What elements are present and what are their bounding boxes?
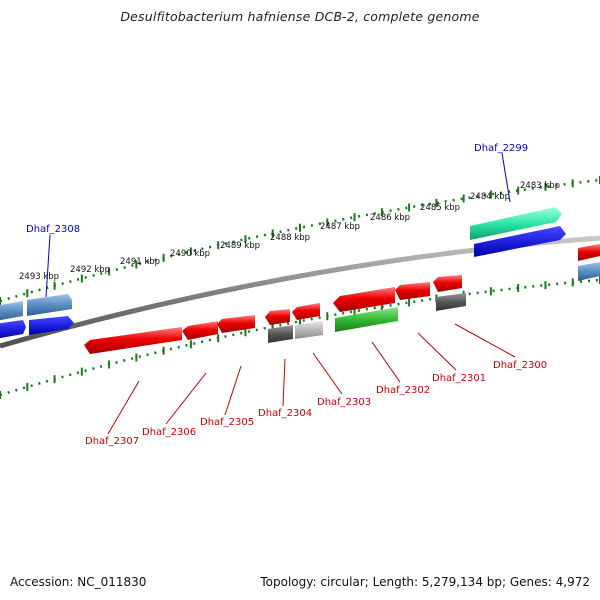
kbp-label: 2485 kbp — [420, 203, 460, 213]
gene-label-dhaf-2299[interactable]: Dhaf_2299 — [474, 143, 528, 154]
gene-label-dhaf-2308[interactable]: Dhaf_2308 — [26, 224, 80, 235]
kbp-label: 2487 kbp — [320, 222, 360, 232]
gene-label-dhaf-2306[interactable]: Dhaf_2306 — [142, 427, 196, 438]
major-ticks — [0, 176, 600, 399]
forward-strand-arrow[interactable] — [0, 320, 26, 339]
kbp-label: 2484 kbp — [470, 192, 510, 202]
gene-arrow-dhaf-2302[interactable] — [333, 287, 395, 312]
forward-cds-block[interactable] — [0, 301, 23, 321]
reverse-leader-lines — [107, 323, 516, 435]
kbp-label: 2486 kbp — [370, 213, 410, 223]
forward-cds-block[interactable] — [27, 294, 72, 316]
gene-arrow-dhaf-2301[interactable] — [395, 282, 430, 300]
forward-strand-arrow[interactable] — [474, 226, 566, 257]
forward-strand-arrow[interactable] — [29, 316, 74, 335]
kbp-label: 2483 kbp — [520, 181, 560, 191]
forward-cds-block[interactable] — [578, 244, 600, 261]
gene-label-dhaf-2302[interactable]: Dhaf_2302 — [376, 385, 430, 396]
gene-block-dhaf-2300[interactable] — [436, 293, 466, 311]
gene-arrow-dhaf-2307[interactable] — [84, 327, 182, 354]
gene-label-dhaf-2304[interactable]: Dhaf_2304 — [258, 408, 312, 419]
kbp-label: 2488 kbp — [270, 233, 310, 243]
gene-block-dhaf-2304[interactable] — [268, 325, 293, 343]
gene-label-dhaf-2303[interactable]: Dhaf_2303 — [317, 397, 371, 408]
kbp-label: 2491 kbp — [120, 257, 160, 267]
forward-cds-block[interactable] — [578, 262, 600, 281]
gene-block-dhaf-2303[interactable] — [295, 321, 323, 339]
gene-arrow-dhaf-2304[interactable] — [265, 309, 290, 325]
kbp-label: 2493 kbp — [19, 272, 59, 282]
gene-arrow-dhaf-2300[interactable] — [433, 275, 462, 292]
gene-label-dhaf-2301[interactable]: Dhaf_2301 — [432, 373, 486, 384]
reverse-gene-labels: Dhaf_2307 Dhaf_2306 Dhaf_2305 Dhaf_2304 … — [85, 360, 547, 447]
gene-label-dhaf-2307[interactable]: Dhaf_2307 — [85, 436, 139, 447]
gene-arrow-dhaf-2303[interactable] — [292, 303, 320, 320]
gene-label-dhaf-2300[interactable]: Dhaf_2300 — [493, 360, 547, 371]
gene-arrow-dhaf-2305[interactable] — [217, 315, 255, 333]
forward-gene-labels: Dhaf_2308 Dhaf_2299 — [26, 143, 528, 235]
kbp-label: 2492 kbp — [70, 265, 110, 275]
forward-rna-arrow[interactable] — [470, 207, 562, 240]
kbp-label: 2490 kbp — [170, 249, 210, 259]
forward-strand-features — [0, 207, 600, 339]
map-title: Desulfitobacterium hafniense DCB-2, comp… — [120, 9, 480, 24]
gene-label-dhaf-2305[interactable]: Dhaf_2305 — [200, 417, 254, 428]
kbp-label: 2489 kbp — [220, 241, 260, 251]
accession-text: Accession: NC_011830 — [10, 575, 147, 589]
genome-info-text: Topology: circular; Length: 5,279,134 bp… — [260, 575, 590, 589]
gene-block-dhaf-2302[interactable] — [335, 307, 398, 332]
outer-tick-ring — [0, 178, 600, 303]
kbp-labels: 2493 kbp 2492 kbp 2491 kbp 2490 kbp 2489… — [19, 181, 560, 282]
forward-leader-lines — [45, 152, 511, 298]
reverse-strand-features — [84, 275, 466, 354]
gene-arrow-dhaf-2306[interactable] — [182, 321, 218, 340]
